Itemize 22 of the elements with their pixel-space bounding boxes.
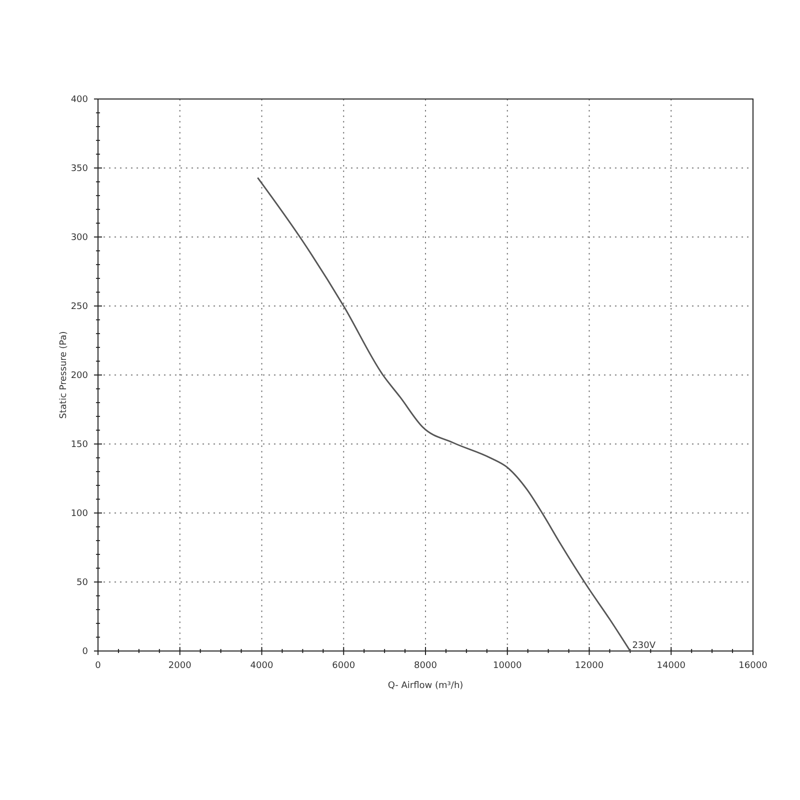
y-axis-title: Static Pressure (Pa) xyxy=(59,331,69,419)
y-tick-label: 0 xyxy=(82,647,88,657)
y-tick-label: 100 xyxy=(70,509,88,519)
y-tick-label: 400 xyxy=(70,95,88,105)
line-series xyxy=(256,176,631,652)
annotation: 230V xyxy=(632,641,656,651)
y-tick-label: 50 xyxy=(76,578,88,588)
x-tick-label: 6000 xyxy=(332,661,356,671)
y-tick-label: 150 xyxy=(70,440,88,450)
x-tick-label: 4000 xyxy=(250,661,274,671)
y-tick-label: 300 xyxy=(70,233,88,243)
x-tick-label: 12000 xyxy=(574,661,604,671)
y-tick-label: 200 xyxy=(70,371,88,381)
x-tick-label: 14000 xyxy=(656,661,686,671)
y-tick-label: 350 xyxy=(70,164,88,174)
y-tick-label: 250 xyxy=(70,302,88,312)
x-axis-title: Q- Airflow (m³/h) xyxy=(388,681,464,691)
x-tick-label: 2000 xyxy=(168,661,192,671)
x-tick-label: 10000 xyxy=(493,661,522,671)
x-tick-label: 16000 xyxy=(738,661,768,671)
x-tick-label: 8000 xyxy=(414,661,438,671)
x-tick-label: 0 xyxy=(95,661,102,671)
